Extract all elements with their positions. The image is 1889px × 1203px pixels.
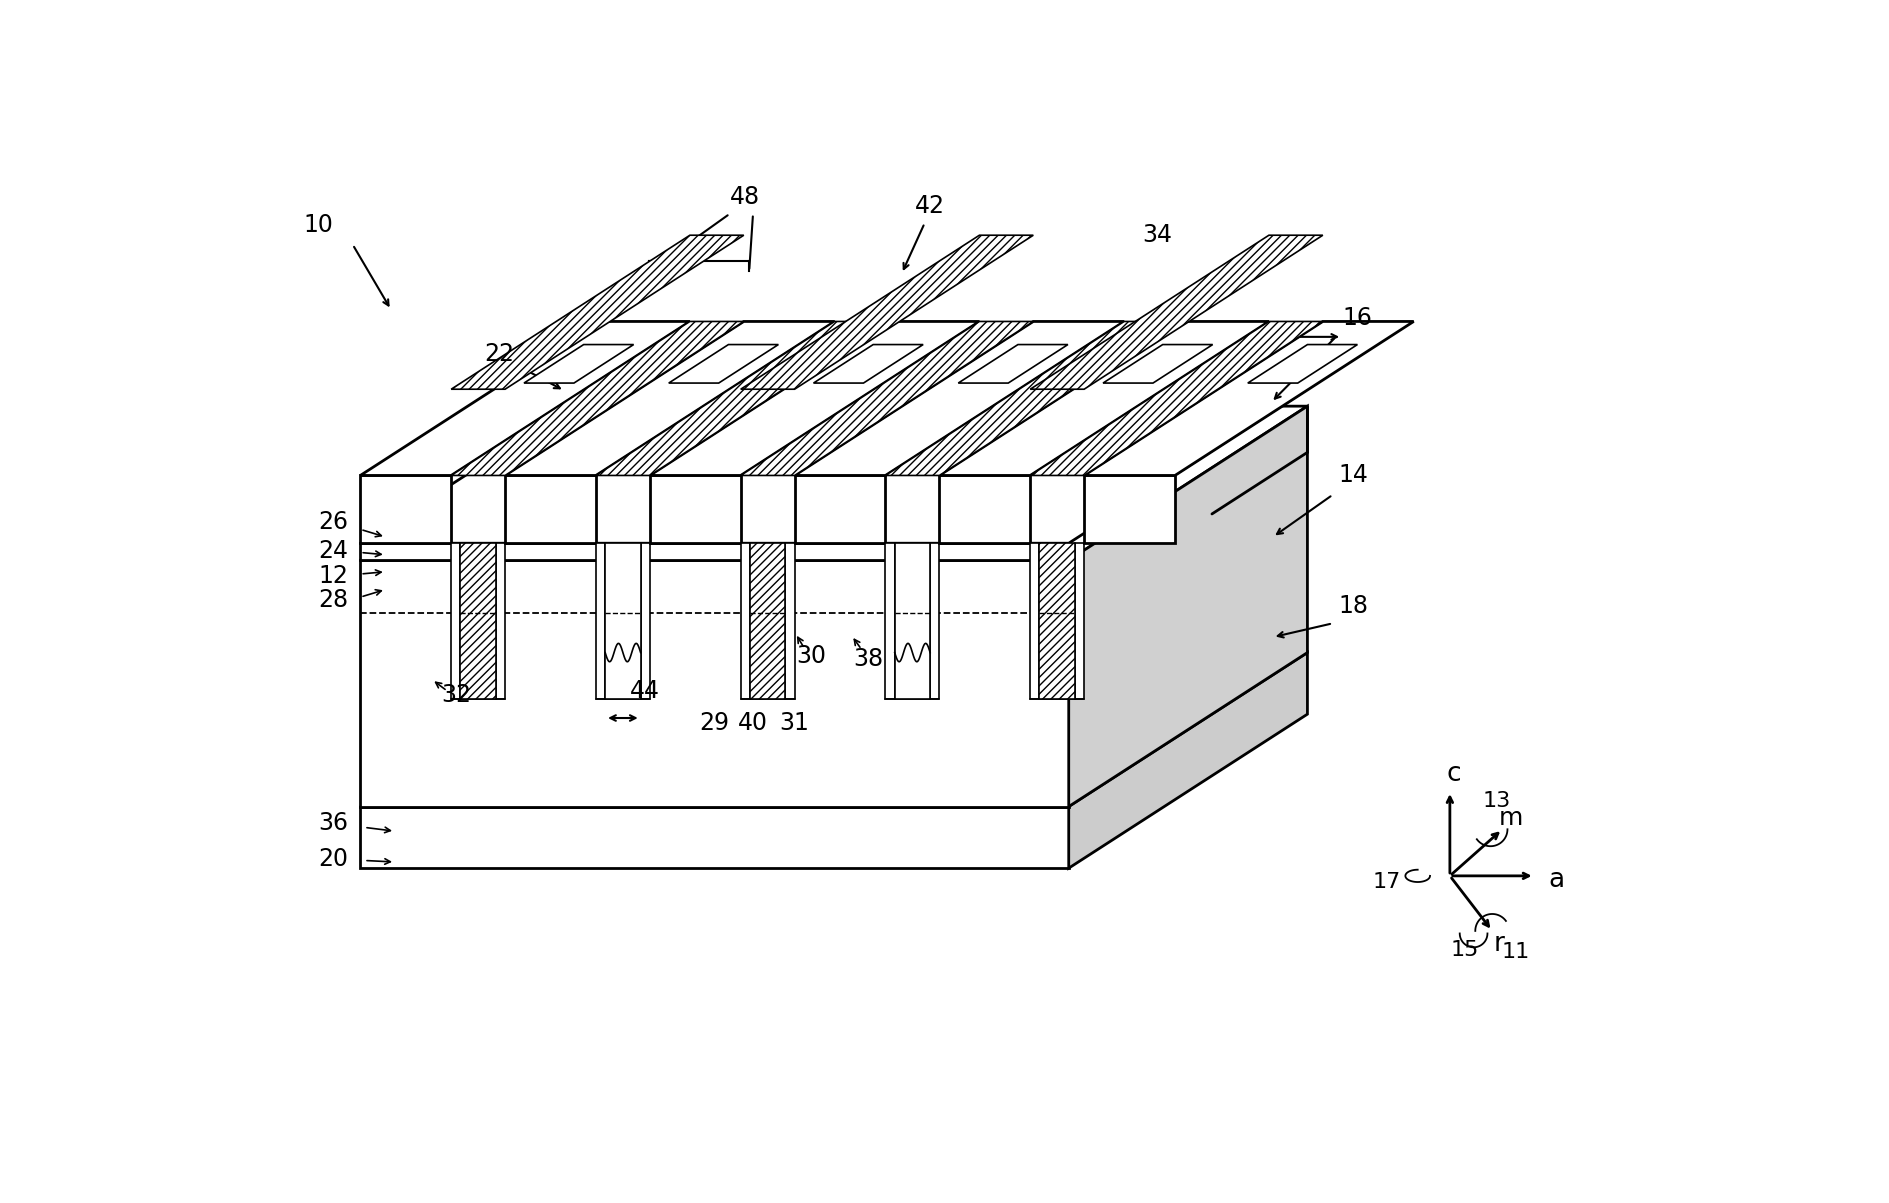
Text: 29: 29 — [699, 711, 729, 735]
Polygon shape — [1039, 544, 1075, 699]
Polygon shape — [812, 344, 922, 383]
Polygon shape — [740, 321, 1033, 475]
Polygon shape — [1075, 544, 1084, 699]
Text: 34: 34 — [1141, 224, 1171, 248]
Polygon shape — [595, 544, 604, 699]
Polygon shape — [361, 544, 1067, 561]
Polygon shape — [650, 475, 740, 544]
Polygon shape — [740, 236, 1033, 390]
Polygon shape — [361, 475, 451, 544]
Text: r: r — [1492, 931, 1504, 956]
Polygon shape — [939, 475, 1030, 544]
Polygon shape — [361, 390, 1307, 544]
Text: 20: 20 — [317, 847, 348, 871]
Polygon shape — [504, 321, 835, 475]
Text: 30: 30 — [795, 645, 825, 669]
Polygon shape — [793, 475, 884, 544]
Text: 14: 14 — [1337, 463, 1368, 487]
Polygon shape — [939, 321, 1268, 475]
Polygon shape — [361, 407, 1307, 561]
Polygon shape — [1084, 321, 1413, 475]
Polygon shape — [650, 321, 979, 475]
Polygon shape — [958, 344, 1067, 383]
Text: a: a — [1547, 866, 1564, 893]
Polygon shape — [361, 806, 1067, 869]
Text: 48: 48 — [729, 185, 759, 208]
Text: 22: 22 — [484, 342, 514, 366]
Polygon shape — [750, 544, 786, 699]
Polygon shape — [1103, 344, 1213, 383]
Polygon shape — [893, 544, 929, 699]
Text: 15: 15 — [1451, 941, 1479, 960]
Polygon shape — [361, 561, 1067, 806]
Polygon shape — [1030, 236, 1322, 390]
Text: 13: 13 — [1481, 792, 1509, 811]
Polygon shape — [1030, 321, 1322, 475]
Polygon shape — [1030, 544, 1039, 699]
Polygon shape — [786, 544, 793, 699]
Text: c: c — [1445, 761, 1460, 787]
Text: 16: 16 — [1341, 306, 1371, 330]
Polygon shape — [740, 544, 750, 699]
Text: 38: 38 — [854, 647, 884, 671]
Polygon shape — [1247, 344, 1356, 383]
Text: 18: 18 — [1337, 594, 1368, 618]
Text: 24: 24 — [317, 539, 348, 563]
Text: 42: 42 — [914, 194, 944, 218]
Polygon shape — [604, 544, 640, 699]
Polygon shape — [361, 652, 1307, 806]
Polygon shape — [1067, 407, 1307, 806]
Polygon shape — [884, 321, 1177, 475]
Text: 26: 26 — [317, 510, 348, 534]
Polygon shape — [793, 321, 1124, 475]
Polygon shape — [523, 344, 633, 383]
Polygon shape — [451, 236, 744, 390]
Polygon shape — [451, 321, 744, 475]
Polygon shape — [451, 544, 461, 699]
Text: 28: 28 — [317, 588, 348, 612]
Text: 40: 40 — [737, 711, 767, 735]
Polygon shape — [929, 544, 939, 699]
Polygon shape — [361, 321, 689, 475]
Text: m: m — [1498, 806, 1523, 830]
Text: 12: 12 — [317, 563, 348, 587]
Polygon shape — [595, 321, 888, 475]
Polygon shape — [884, 544, 893, 699]
Text: 44: 44 — [629, 678, 659, 703]
Polygon shape — [1067, 652, 1307, 869]
Text: 32: 32 — [442, 683, 472, 707]
Text: 31: 31 — [778, 711, 808, 735]
Polygon shape — [461, 544, 495, 699]
Polygon shape — [1084, 475, 1175, 544]
Text: 11: 11 — [1502, 942, 1530, 962]
Polygon shape — [495, 544, 504, 699]
Polygon shape — [640, 544, 650, 699]
Text: 17: 17 — [1371, 872, 1400, 891]
Polygon shape — [504, 475, 595, 544]
Polygon shape — [669, 344, 778, 383]
Text: 36: 36 — [317, 812, 348, 836]
Text: 10: 10 — [302, 213, 332, 237]
